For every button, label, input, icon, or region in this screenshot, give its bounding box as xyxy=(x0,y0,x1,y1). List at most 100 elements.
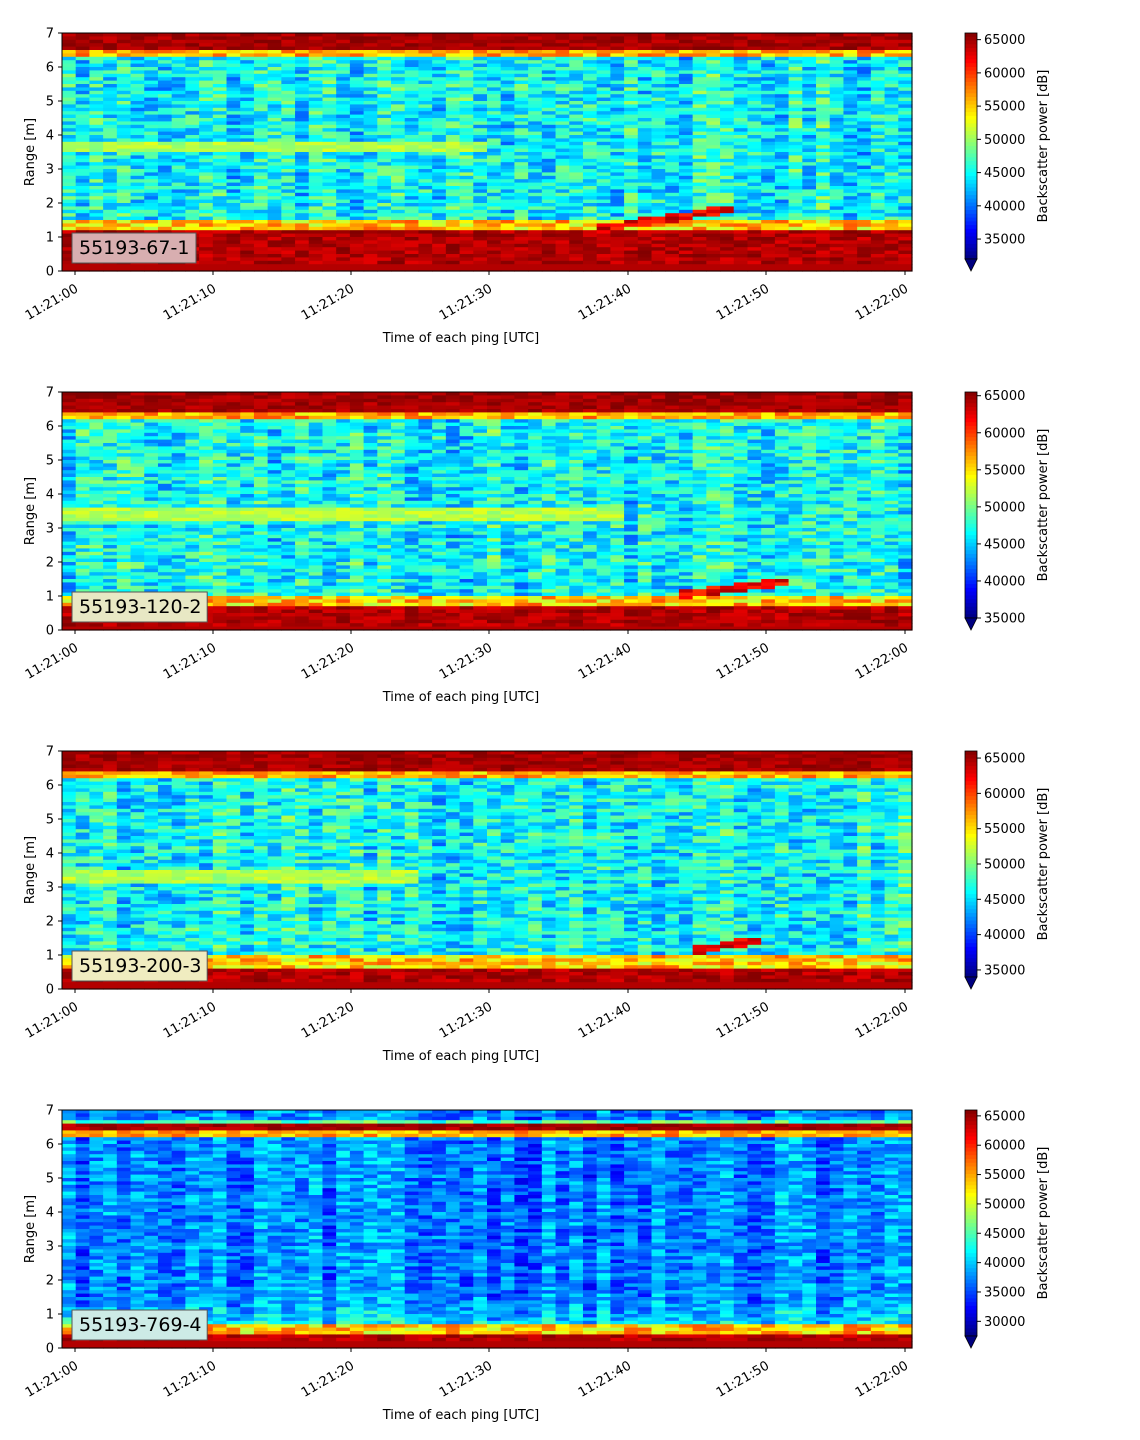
colorbar-tick-label: 50000 xyxy=(984,1197,1025,1212)
y-tick-label: 5 xyxy=(46,95,54,110)
y-tick-label: 6 xyxy=(46,1138,54,1153)
y-tick-label: 6 xyxy=(46,61,54,76)
x-tick-label: 11:21:20 xyxy=(299,281,357,323)
x-tick-label: 11:21:10 xyxy=(161,1358,219,1400)
colorbar-tick-label: 65000 xyxy=(984,389,1025,404)
x-tick-label: 11:21:50 xyxy=(714,1358,772,1400)
colorbar-tick-label: 65000 xyxy=(984,1109,1025,1124)
y-tick-label: 1 xyxy=(46,1308,54,1323)
y-tick-label: 5 xyxy=(46,1172,54,1187)
x-tick-label: 11:21:40 xyxy=(576,281,634,323)
y-tick-label: 3 xyxy=(46,522,54,537)
colorbar-tick-label: 45000 xyxy=(984,166,1025,181)
x-axis-label: Time of each ping [UTC] xyxy=(382,690,540,705)
x-tick-label: 11:21:10 xyxy=(161,999,219,1041)
y-tick-label: 7 xyxy=(46,745,54,760)
colorbar-tick-label: 40000 xyxy=(984,1256,1025,1271)
x-tick-label: 11:22:00 xyxy=(853,640,911,682)
x-axis-label: Time of each ping [UTC] xyxy=(382,331,540,346)
y-tick-label: 1 xyxy=(46,949,54,964)
y-tick-label: 3 xyxy=(46,163,54,178)
y-tick-label: 7 xyxy=(46,1104,54,1119)
x-tick-label: 11:22:00 xyxy=(853,999,911,1041)
x-tick-label: 11:21:30 xyxy=(437,1358,495,1400)
colorbar-tick-label: 30000 xyxy=(984,1315,1025,1330)
y-tick-label: 6 xyxy=(46,420,54,435)
y-tick-label: 2 xyxy=(46,556,54,571)
panel-label: 55193-120-2 xyxy=(72,592,207,622)
x-tick-label: 11:21:10 xyxy=(161,281,219,323)
x-tick-label: 11:21:00 xyxy=(23,1358,81,1400)
colorbar-label: Backscatter power [dB] xyxy=(1036,70,1051,223)
colorbar-tick-label: 55000 xyxy=(984,100,1025,115)
y-axis-label: Range [m] xyxy=(23,118,38,186)
x-tick-label: 11:21:20 xyxy=(299,640,357,682)
colorbar-tick-label: 35000 xyxy=(984,1285,1025,1300)
panel-label-text: 55193-120-2 xyxy=(79,596,202,618)
x-tick-label: 11:21:40 xyxy=(576,999,634,1041)
colorbar-tick-label: 40000 xyxy=(984,574,1025,589)
x-tick-label: 11:21:00 xyxy=(23,281,81,323)
colorbar-tick-label: 45000 xyxy=(984,893,1025,908)
y-tick-label: 0 xyxy=(46,265,54,280)
panel-label: 55193-67-1 xyxy=(72,233,196,263)
colorbar: 35000 40000 45000 50000 55000 60000 65000 Backs… xyxy=(965,389,1051,630)
x-tick-label: 11:21:20 xyxy=(299,1358,357,1400)
panel-label: 55193-769-4 xyxy=(72,1310,207,1340)
x-tick-label: 11:21:30 xyxy=(437,999,495,1041)
colorbar-tick-label: 50000 xyxy=(984,500,1025,515)
y-tick-label: 7 xyxy=(46,386,54,401)
y-tick-label: 1 xyxy=(46,231,54,246)
panel-label-text: 55193-67-1 xyxy=(79,237,189,259)
colorbar-label: Backscatter power [dB] xyxy=(1036,429,1051,582)
colorbar-tick-label: 60000 xyxy=(984,66,1025,81)
colorbar-tick-label: 55000 xyxy=(984,822,1025,837)
colorbar-tick-label: 40000 xyxy=(984,928,1025,943)
y-axis-label: Range [m] xyxy=(23,1195,38,1263)
y-tick-label: 0 xyxy=(46,624,54,639)
colorbar-tick-label: 50000 xyxy=(984,133,1025,148)
y-tick-label: 1 xyxy=(46,590,54,605)
colorbar-extend-arrow xyxy=(965,259,977,271)
colorbar-tick-label: 50000 xyxy=(984,858,1025,873)
colorbar-tick-label: 60000 xyxy=(984,426,1025,441)
x-tick-label: 11:21:30 xyxy=(437,640,495,682)
colorbar-tick-label: 45000 xyxy=(984,537,1025,552)
panel-label: 55193-200-3 xyxy=(72,951,207,981)
x-tick-label: 11:21:50 xyxy=(714,999,772,1041)
colorbar-label: Backscatter power [dB] xyxy=(1036,1147,1051,1300)
y-axis-label: Range [m] xyxy=(23,836,38,904)
colorbar-extend-arrow xyxy=(965,618,977,630)
x-tick-label: 11:21:40 xyxy=(576,1358,634,1400)
y-tick-label: 2 xyxy=(46,197,54,212)
x-axis-label: Time of each ping [UTC] xyxy=(382,1408,540,1423)
y-tick-label: 4 xyxy=(46,847,54,862)
colorbar-tick-label: 40000 xyxy=(984,199,1025,214)
y-tick-label: 3 xyxy=(46,1240,54,1255)
colorbar: 35000400004500050000550006000065000Backs… xyxy=(965,751,1051,989)
colorbar-extend-arrow xyxy=(965,977,977,989)
colorbar-tick-label: 35000 xyxy=(984,233,1025,248)
y-axis-label: Range [m] xyxy=(23,477,38,545)
x-axis-label: Time of each ping [UTC] xyxy=(382,1049,540,1064)
x-tick-label: 11:21:00 xyxy=(23,640,81,682)
y-tick-label: 7 xyxy=(46,27,54,42)
colorbar-extend-arrow xyxy=(965,1336,977,1348)
colorbar-tick-label: 35000 xyxy=(984,612,1025,627)
colorbar: 35000400004500050000550006000065000Backs… xyxy=(965,33,1051,271)
x-tick-label: 11:21:00 xyxy=(23,999,81,1041)
x-tick-label: 11:21:40 xyxy=(576,640,634,682)
y-tick-label: 6 xyxy=(46,779,54,794)
x-tick-label: 11:22:00 xyxy=(853,1358,911,1400)
y-tick-label: 2 xyxy=(46,1274,54,1289)
colorbar-tick-label: 55000 xyxy=(984,463,1025,478)
y-tick-label: 0 xyxy=(46,1342,54,1357)
colorbar-tick-label: 60000 xyxy=(984,787,1025,802)
x-tick-label: 11:22:00 xyxy=(853,281,911,323)
colorbar-tick-label: 35000 xyxy=(984,963,1025,978)
